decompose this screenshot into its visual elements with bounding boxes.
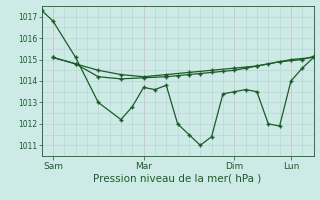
X-axis label: Pression niveau de la mer( hPa ): Pression niveau de la mer( hPa ) <box>93 173 262 183</box>
